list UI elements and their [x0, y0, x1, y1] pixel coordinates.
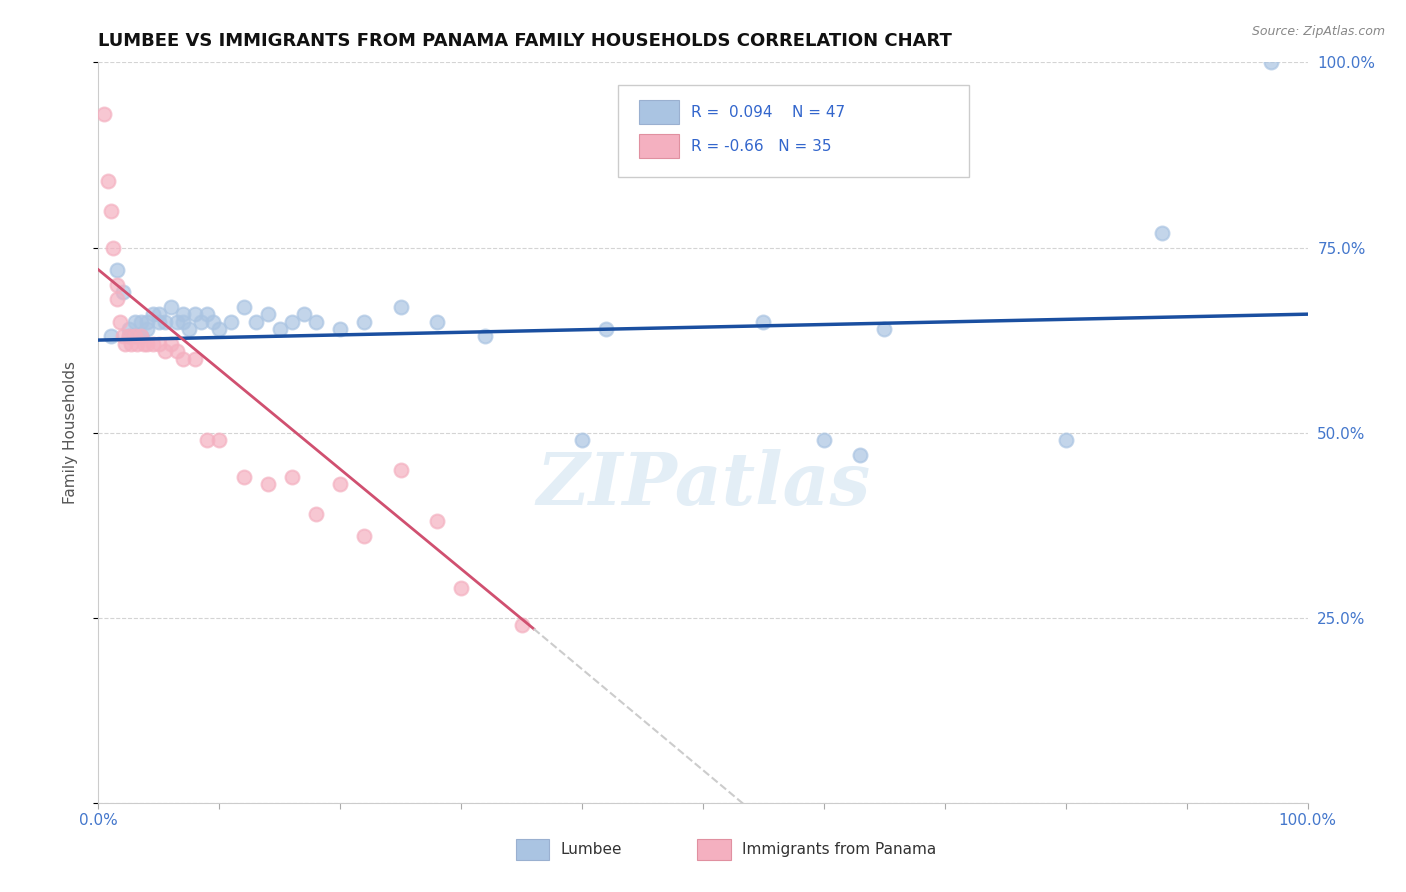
Point [1260, 55, 1282, 70]
Point [329, 322, 352, 336]
Point [108, 314, 131, 328]
Point [195, 307, 218, 321]
Point [172, 351, 194, 366]
Point [849, 448, 872, 462]
Point [256, 307, 278, 321]
Point [153, 314, 176, 328]
Point [510, 618, 533, 632]
Point [195, 433, 218, 447]
Point [232, 300, 254, 314]
Point [129, 314, 152, 328]
Point [148, 336, 170, 351]
Text: ZIPatlas: ZIPatlas [536, 449, 870, 520]
Point [269, 322, 291, 336]
Point [353, 314, 375, 328]
Text: R = -0.66   N = 35: R = -0.66 N = 35 [690, 138, 831, 153]
Point [111, 285, 134, 299]
Point [305, 314, 328, 328]
Text: LUMBEE VS IMMIGRANTS FROM PANAMA FAMILY HOUSEHOLDS CORRELATION CHART: LUMBEE VS IMMIGRANTS FROM PANAMA FAMILY … [98, 32, 952, 50]
Point [135, 322, 157, 336]
Point [166, 344, 188, 359]
Bar [697, 839, 731, 860]
Text: Source: ZipAtlas.com: Source: ZipAtlas.com [1251, 25, 1385, 38]
Bar [516, 839, 550, 860]
Point [571, 433, 593, 447]
Point [474, 329, 496, 343]
Point [184, 307, 207, 321]
Point [118, 329, 141, 343]
Point [208, 433, 231, 447]
Point [118, 322, 141, 336]
Point [129, 329, 152, 343]
Point [105, 277, 128, 292]
Point [129, 329, 152, 343]
Y-axis label: Family Households: Family Households [63, 361, 77, 504]
Point [134, 336, 156, 351]
Text: R =  0.094    N = 47: R = 0.094 N = 47 [690, 104, 845, 120]
Point [245, 314, 267, 328]
Point [166, 314, 188, 328]
Point [135, 336, 157, 351]
Point [426, 515, 449, 529]
Point [114, 336, 136, 351]
Point [105, 262, 128, 277]
Point [1054, 433, 1077, 447]
Point [160, 336, 183, 351]
Point [281, 470, 304, 484]
Point [127, 336, 149, 351]
Point [450, 581, 472, 595]
Point [202, 314, 225, 328]
Point [124, 314, 146, 328]
Point [752, 314, 775, 328]
Point [105, 293, 128, 307]
Point [305, 507, 328, 521]
Point [124, 329, 146, 343]
Text: Immigrants from Panama: Immigrants from Panama [742, 842, 936, 857]
Point [353, 529, 375, 543]
FancyBboxPatch shape [619, 85, 969, 178]
Point [118, 329, 141, 343]
Point [232, 470, 254, 484]
Text: Lumbee: Lumbee [561, 842, 621, 857]
Point [329, 477, 352, 491]
Point [172, 314, 194, 328]
Point [426, 314, 449, 328]
Point [124, 329, 146, 343]
Point [100, 329, 122, 343]
Point [93, 107, 115, 121]
Point [120, 336, 142, 351]
Point [190, 314, 212, 328]
Point [292, 307, 315, 321]
Point [184, 351, 207, 366]
Point [148, 307, 170, 321]
Point [142, 336, 165, 351]
Bar [638, 135, 679, 158]
Point [135, 314, 157, 328]
Point [595, 322, 617, 336]
Point [389, 462, 412, 476]
Point [172, 307, 194, 321]
Point [160, 300, 183, 314]
Point [142, 307, 165, 321]
Point [179, 322, 201, 336]
Point [281, 314, 304, 328]
Point [148, 314, 170, 328]
Point [111, 329, 134, 343]
Point [389, 300, 412, 314]
Point [208, 322, 231, 336]
Point [100, 203, 122, 218]
Point [101, 240, 124, 255]
Point [153, 344, 176, 359]
Point [256, 477, 278, 491]
Bar [638, 100, 679, 124]
Point [813, 433, 835, 447]
Point [1152, 226, 1174, 240]
Point [221, 314, 243, 328]
Point [97, 174, 120, 188]
Point [873, 322, 896, 336]
